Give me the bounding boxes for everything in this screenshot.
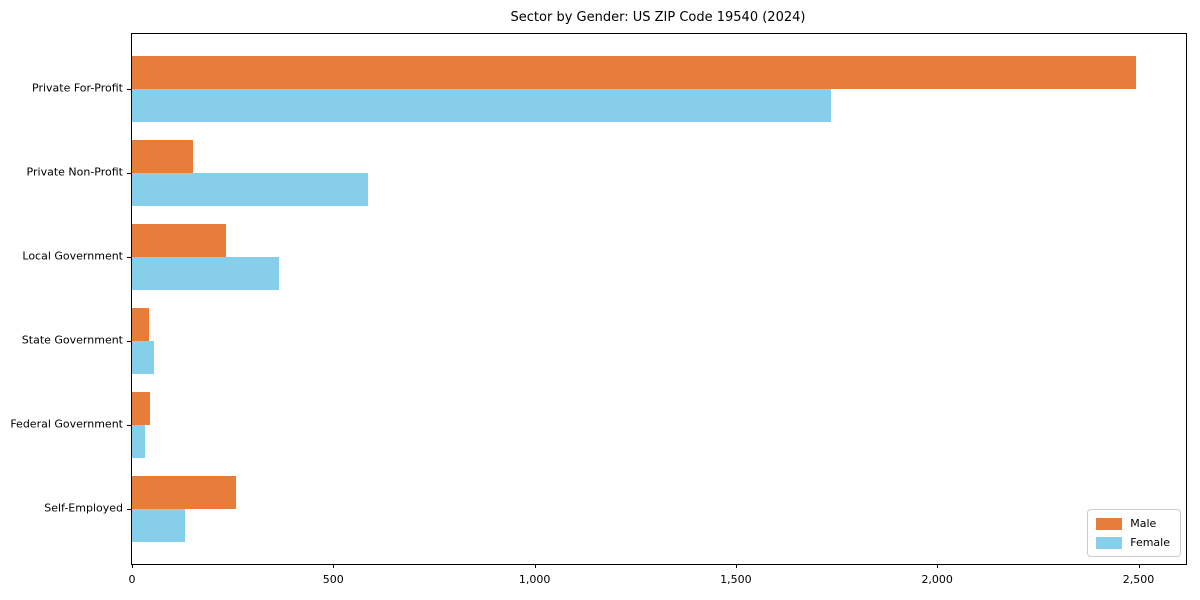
y-axis-tick: [127, 509, 131, 510]
y-axis-label-state-government: State Government: [21, 333, 123, 347]
legend-swatch-female-icon: [1096, 536, 1123, 549]
x-tick-label-1-000: 1,000: [518, 573, 551, 586]
y-axis-tick: [127, 257, 131, 258]
bar-female-private-non-profit: [132, 173, 368, 206]
bar-male-self-employed: [132, 476, 236, 509]
bar-female-local-government: [132, 257, 279, 290]
bar-female-private-for-profit: [132, 89, 831, 122]
y-axis-tick: [127, 341, 131, 342]
bar-male-local-government: [132, 224, 227, 257]
bar-male-federal-government: [132, 392, 151, 425]
x-axis-tick: [735, 564, 737, 568]
bar-female-federal-government: [132, 425, 145, 458]
x-tick-label-500: 500: [322, 573, 344, 586]
x-tick-label-2-500: 2,500: [1122, 573, 1155, 586]
legend: Male Female: [1087, 509, 1181, 557]
bar-male-private-for-profit: [132, 56, 1136, 89]
legend-swatch-male-icon: [1096, 517, 1123, 530]
y-axis-tick: [127, 425, 131, 426]
x-tick-label-2-000: 2,000: [921, 573, 953, 586]
x-tick-label-0: 0: [128, 573, 136, 586]
legend-item-male: Male: [1096, 517, 1170, 530]
legend-label-male: Male: [1130, 517, 1157, 530]
bar-male-state-government: [132, 308, 149, 341]
x-tick-label-1-500: 1,500: [720, 573, 752, 586]
y-axis-label-private-for-profit: Private For-Profit: [32, 81, 123, 95]
y-axis-tick: [127, 89, 131, 90]
bar-male-private-non-profit: [132, 140, 194, 173]
x-axis-tick: [534, 564, 536, 568]
x-axis-tick: [132, 564, 133, 568]
y-axis-label-federal-government: Federal Government: [10, 417, 123, 431]
y-axis-label-local-government: Local Government: [22, 249, 123, 263]
y-axis-label-private-non-profit: Private Non-Profit: [26, 165, 123, 179]
bar-female-state-government: [132, 341, 155, 374]
y-axis-label-self-employed: Self-Employed: [44, 501, 123, 515]
y-axis-tick: [127, 173, 131, 174]
plot-area: Male Female 0 500 1,000 1,500 2,000 2,500: [127, 33, 1187, 586]
x-axis-tick: [1138, 564, 1140, 568]
chart-title: Sector by Gender: US ZIP Code 19540 (202…: [510, 10, 806, 25]
legend-label-female: Female: [1130, 536, 1170, 549]
y-axis: Private For-Profit Private Non-Profit Loca…: [0, 33, 123, 563]
legend-item-female: Female: [1096, 536, 1170, 549]
bar-female-self-employed: [132, 509, 186, 542]
x-axis-tick: [333, 564, 335, 568]
x-axis-tick: [937, 564, 939, 568]
